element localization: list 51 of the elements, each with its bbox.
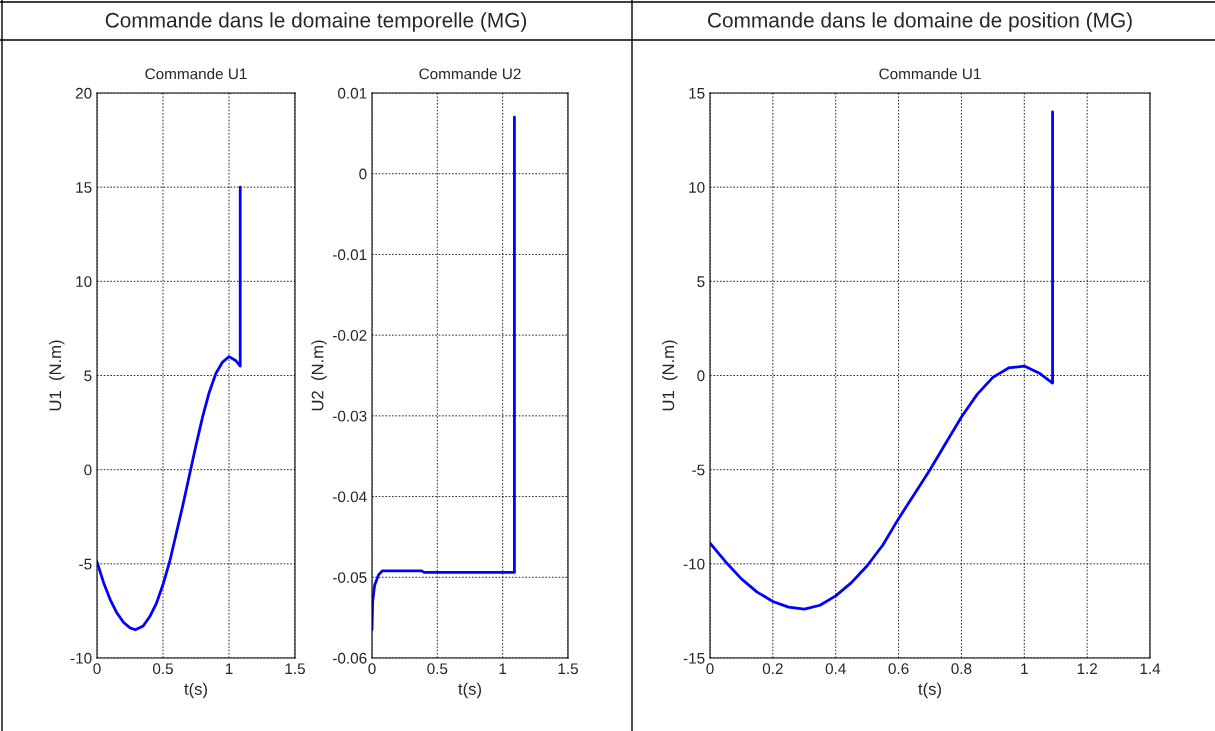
y-tick-label: -10 [70, 652, 92, 664]
x-tick-label: 1.5 [558, 663, 578, 675]
y-tick-label: -15 [683, 653, 705, 664]
y-tick-label: -0.04 [333, 491, 367, 503]
text: Commande dans le domaine temporelle (MG) [105, 12, 527, 32]
x-tick-label: 1 [1021, 663, 1028, 674]
y-tick-label: -5 [79, 558, 92, 570]
y-tick-label: 0 [359, 168, 367, 180]
x-axis-title: t(s) [458, 682, 481, 699]
y-tick-label: 0 [697, 370, 705, 382]
x-axis-title: t(s) [184, 682, 207, 699]
y-tick-label: 10 [76, 276, 92, 288]
y-axis-title: U1 (N.m) [48, 340, 65, 411]
y-tick-label: 0.01 [338, 87, 367, 99]
chart-title: Commande U2 [419, 68, 521, 80]
text: Commande dans le domaine de position (MG) [708, 12, 1132, 32]
line-series [710, 110, 1054, 611]
x-tick-label: 0.4 [825, 663, 846, 675]
y-axis-title: U2 (N.m) [311, 340, 327, 411]
y-tick-label: -0.06 [333, 652, 367, 664]
x-tick-label: 1.4 [1140, 663, 1161, 674]
line-series [97, 185, 242, 632]
x-axis-title: t(s) [918, 682, 941, 699]
x-tick-label: 0 [368, 663, 376, 675]
x-tick-label: 0 [93, 663, 101, 675]
x-tick-label: 0.2 [762, 663, 783, 675]
y-tick-label: -0.05 [333, 572, 367, 583]
x-tick-label: 1 [499, 663, 507, 674]
x-tick-label: 1.2 [1077, 663, 1097, 674]
y-tick-label: 5 [84, 370, 92, 382]
chart-title: Commande U1 [145, 68, 247, 80]
y-tick-label: -0.02 [333, 330, 367, 341]
x-tick-label: 0 [706, 663, 714, 675]
y-tick-label: -10 [683, 558, 705, 570]
y-tick-label: 15 [76, 182, 92, 193]
y-tick-label: -5 [692, 464, 705, 476]
y-tick-label: 15 [689, 88, 705, 99]
y-tick-label: -0.01 [333, 249, 367, 261]
y-tick-label: 0 [84, 464, 92, 476]
y-tick-label: 5 [697, 276, 705, 288]
x-tick-label: 1 [225, 663, 233, 674]
y-axis-title: U1 (N.m) [661, 340, 678, 411]
x-tick-label: 0.5 [152, 663, 173, 675]
x-tick-label: 1.5 [285, 663, 305, 675]
x-tick-label: 0.5 [427, 663, 448, 675]
y-tick-label: 20 [75, 87, 92, 99]
y-tick-label: 10 [689, 182, 705, 193]
y-tick-label: -0.03 [333, 410, 367, 422]
x-tick-label: 0.6 [888, 663, 909, 675]
chart-title: Commande U1 [879, 68, 981, 80]
x-tick-label: 0.8 [951, 663, 972, 675]
